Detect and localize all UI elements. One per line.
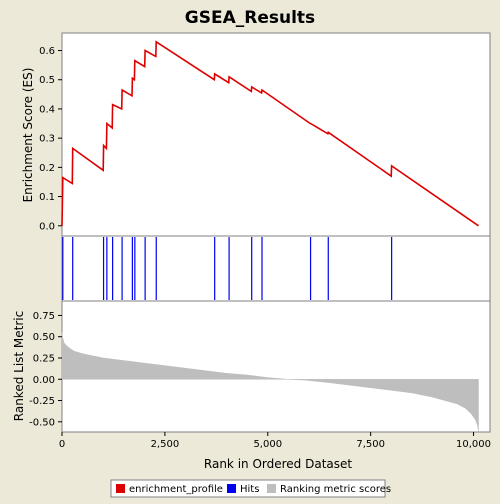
- rank-y-tick-label: 0.50: [33, 332, 55, 343]
- rank-y-tick-label: -0.50: [29, 417, 55, 428]
- legend-swatch-enrichment: [116, 484, 125, 493]
- rank-y-tick-label: 0.00: [33, 375, 55, 386]
- x-tick-label: 0: [59, 439, 65, 450]
- hits-panel: [61, 235, 491, 302]
- x-tick-label: 5,000: [253, 439, 282, 450]
- ranking-y-axis: -0.50 -0.25 0.00 0.25 0.50 0.75: [29, 311, 62, 428]
- chart-title: GSEA_Results: [185, 8, 315, 28]
- x-tick-label: 7,500: [356, 439, 385, 450]
- enrichment-profile-series: [61, 40, 479, 227]
- ranking-metric-area: [61, 332, 479, 433]
- es-y-tick-label: 0.3: [39, 134, 55, 145]
- x-tick-label: 10,000: [456, 439, 491, 450]
- es-y-tick-label: 0.1: [39, 192, 55, 203]
- x-axis-label: Rank in Ordered Dataset: [204, 457, 352, 471]
- es-y-tick-label: 0.5: [39, 75, 55, 86]
- es-y-tick-label: 0.6: [39, 46, 55, 57]
- enrichment-y-label: Enrichment Score (ES): [21, 68, 35, 203]
- legend-label-hits: Hits: [240, 484, 259, 495]
- rank-y-tick-label: 0.25: [33, 353, 55, 364]
- legend-swatch-hits: [227, 484, 236, 493]
- rank-y-tick-label: -0.25: [29, 396, 55, 407]
- rank-y-tick-label: 0.75: [33, 311, 55, 322]
- ranking-metric-series: [61, 332, 479, 433]
- x-axis: 0 2,500 5,000 7,500 10,000: [59, 432, 491, 450]
- legend-box: [110, 479, 386, 498]
- ranking-y-label: Ranked List Metric: [12, 311, 26, 421]
- es-y-tick-label: 0.4: [39, 104, 55, 115]
- x-tick-label: 2,500: [151, 439, 180, 450]
- legend-swatch-ranking: [267, 484, 276, 493]
- hit-markers: [62, 237, 393, 300]
- legend-label-enrichment: enrichment_profile: [129, 484, 223, 495]
- es-y-tick-label: 0.2: [39, 163, 55, 174]
- enrichment-profile-line: [61, 40, 479, 227]
- enrichment-y-axis: 0.0 0.1 0.2 0.3 0.4 0.5 0.6: [39, 46, 62, 232]
- enrichment-panel: [61, 32, 491, 237]
- legend-label-ranking: Ranking metric scores: [280, 484, 391, 495]
- es-y-tick-label: 0.0: [39, 221, 55, 232]
- legend: enrichment_profile Hits Ranking metric s…: [110, 479, 391, 498]
